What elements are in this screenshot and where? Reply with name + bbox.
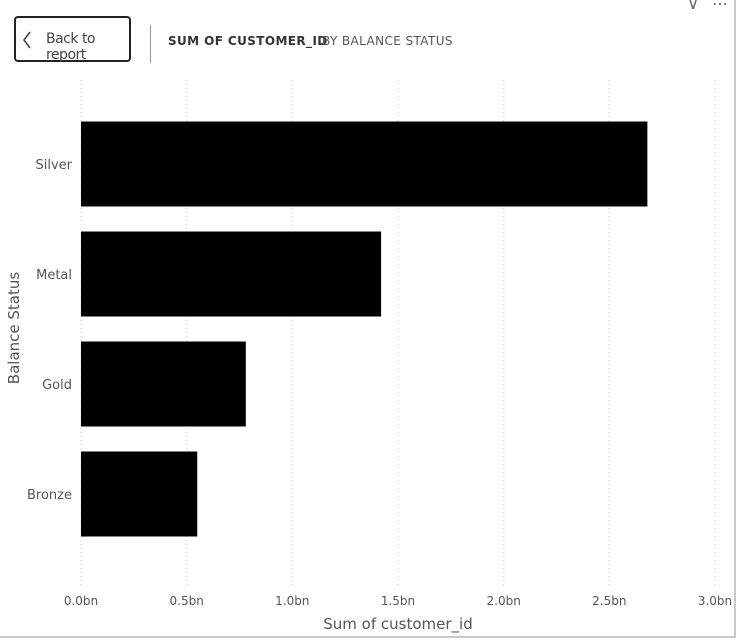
x-tick-label: 2.0bn: [487, 594, 521, 608]
category-labels: Silver Metal Gold Bronze: [27, 158, 73, 503]
category-label: Silver: [35, 158, 72, 173]
bars: [81, 121, 648, 537]
breadcrumb-measure: SUM OF CUSTOMER_ID: [168, 34, 328, 48]
category-label: Bronze: [27, 488, 72, 503]
x-tick-label: 1.5bn: [381, 594, 415, 608]
category-label: Gold: [42, 378, 72, 393]
back-button-label: Back to report: [46, 31, 96, 63]
bar-silver[interactable]: [81, 121, 648, 207]
filter-icon[interactable]: ⊽: [687, 0, 699, 13]
x-tick-label: 0.5bn: [170, 594, 204, 608]
x-tick-label: 0.0bn: [64, 594, 98, 608]
x-tick-labels: 0.0bn 0.5bn 1.0bn 1.5bn 2.0bn 2.5bn 3.0bn: [64, 594, 732, 608]
x-tick-label: 1.0bn: [275, 594, 309, 608]
x-tick-label: 3.0bn: [698, 594, 732, 608]
x-axis-title: Sum of customer_id: [323, 615, 472, 634]
x-tick-label: 2.5bn: [592, 594, 626, 608]
chevron-left-icon: [23, 31, 31, 49]
bar-bronze[interactable]: [81, 451, 198, 537]
bar-gold[interactable]: [81, 341, 246, 427]
more-options-icon[interactable]: ⋯: [712, 0, 728, 13]
breadcrumb-dimension: BY BALANCE STATUS: [322, 34, 453, 48]
bar-metal[interactable]: [81, 231, 382, 317]
back-to-report-button[interactable]: Back to report: [14, 16, 131, 63]
y-axis-title: Balance Status: [5, 272, 23, 385]
category-label: Metal: [36, 268, 72, 283]
visual-header-icons: ⊽ ⋯: [687, 0, 728, 13]
header-divider: [150, 25, 151, 63]
